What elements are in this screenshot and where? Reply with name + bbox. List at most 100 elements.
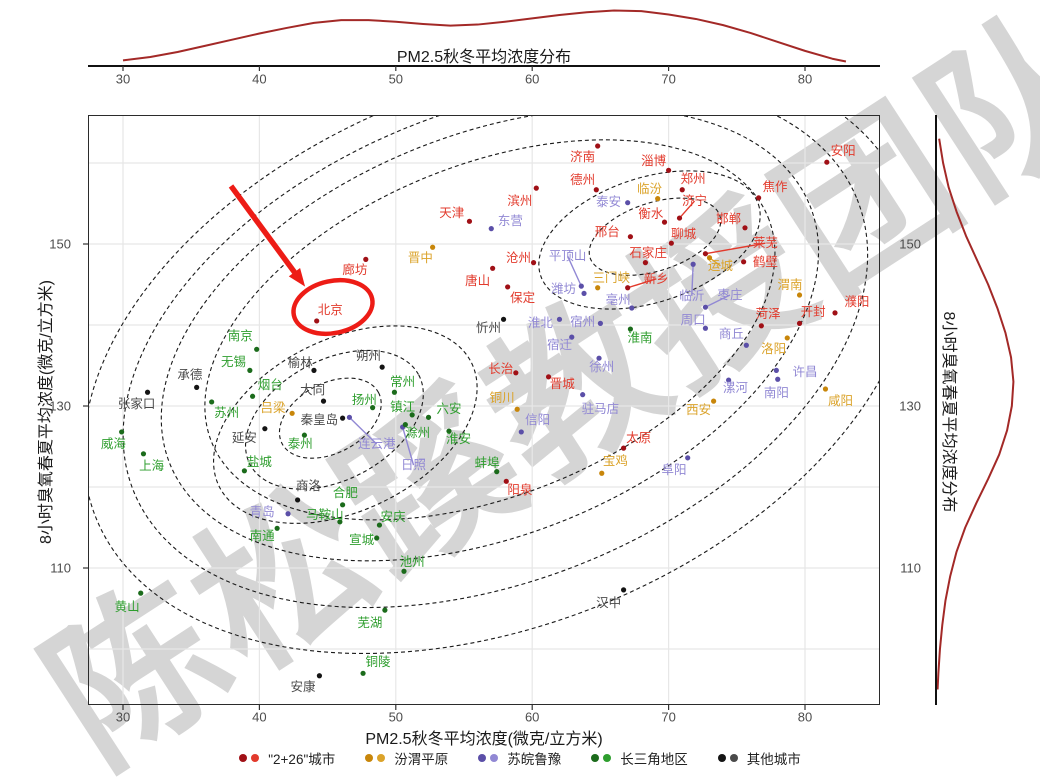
- city-label: 菏泽: [755, 306, 781, 321]
- city-dot: [775, 376, 781, 382]
- city-dot: [620, 445, 627, 451]
- density-contour: [204, 139, 776, 521]
- city-dot: [488, 226, 494, 232]
- city-dot: [578, 283, 584, 289]
- city-label: 泰州: [287, 436, 313, 451]
- city-label: 铜陵: [365, 654, 391, 669]
- city-label: 唐山: [465, 274, 491, 288]
- city-dot: [625, 285, 631, 291]
- city-label: 南通: [249, 529, 275, 544]
- city-dot: [706, 255, 713, 261]
- city-label: 晋城: [549, 376, 575, 391]
- city-label: 临沂: [679, 288, 705, 303]
- city-dot: [742, 225, 748, 231]
- city-dot: [595, 285, 601, 291]
- city-label: 大同: [300, 382, 326, 397]
- city-label: 长治: [488, 361, 514, 376]
- city-dot: [514, 406, 520, 412]
- city-label: 驻马店: [581, 401, 620, 416]
- city-label: 焦作: [762, 180, 788, 195]
- city-dot: [346, 414, 353, 420]
- x-tick-label-top: 60: [524, 71, 540, 87]
- city-label: 许昌: [792, 364, 818, 379]
- city-label: 苏州: [214, 406, 240, 421]
- city-dot: [425, 414, 432, 420]
- city-label: 南京: [227, 329, 253, 344]
- city-label: 威海: [100, 436, 126, 451]
- city-label: 朔州: [356, 348, 382, 363]
- city-dot: [370, 405, 376, 411]
- city-label: 鹤壁: [752, 254, 778, 269]
- city-dot: [629, 305, 635, 311]
- city-label: 池州: [399, 555, 425, 570]
- city-label: 安康: [290, 679, 316, 694]
- city-dot: [340, 415, 346, 421]
- density-contours: [88, 115, 880, 655]
- city-dot: [627, 326, 634, 332]
- city-dot: [625, 200, 631, 206]
- city-label: 沧州: [506, 250, 532, 265]
- city-label: 阳泉: [507, 482, 533, 497]
- legend-dot-light: [251, 754, 260, 762]
- x-tick-label-bottom: 70: [661, 709, 676, 725]
- city-label: 蚌埠: [474, 455, 500, 470]
- legend-dot-dark: [478, 754, 487, 762]
- city-dot: [668, 240, 674, 246]
- density-contour: [213, 325, 478, 524]
- city-label: 青岛: [249, 504, 275, 519]
- city-dot: [320, 398, 327, 404]
- city-dot: [642, 260, 649, 266]
- x-tick-label-top: 70: [661, 71, 676, 87]
- city-dot: [685, 455, 691, 461]
- city-label: 邯郸: [716, 211, 742, 226]
- city-label: 日照: [401, 457, 427, 472]
- city-dot: [503, 478, 509, 484]
- city-dot: [247, 367, 253, 373]
- city-dot: [581, 290, 587, 297]
- legend-item-label: "2+26"城市: [268, 752, 336, 767]
- city-label: 张家口: [117, 397, 156, 412]
- city-dot: [702, 325, 709, 331]
- city-dot: [140, 451, 147, 457]
- city-label: 北京: [317, 302, 343, 317]
- legend: "2+26"城市 汾渭平原 苏皖鲁豫 长三角地区 其他城市: [0, 748, 1040, 768]
- city-dot: [466, 218, 473, 224]
- legend-item: 长三角地区: [591, 748, 688, 768]
- city-label: 黄山: [114, 599, 140, 614]
- legend-item: 其他城市: [717, 748, 801, 768]
- city-dot: [374, 535, 380, 541]
- legend-dot-dark: [717, 754, 726, 762]
- city-label: 衡水: [638, 206, 664, 221]
- city-label: 汉中: [596, 595, 622, 610]
- density-contour: [588, 197, 722, 276]
- city-label: 淮安: [446, 431, 472, 446]
- city-dot: [593, 187, 599, 193]
- city-dot: [773, 367, 779, 373]
- city-label: 淮北: [527, 316, 553, 331]
- city-label: 合肥: [332, 485, 358, 500]
- city-label: 扬州: [351, 393, 377, 408]
- city-dot: [490, 265, 496, 271]
- city-label: 滨州: [507, 193, 533, 208]
- city-label: 信阳: [525, 412, 551, 427]
- legend-dot-light: [490, 754, 499, 762]
- y-tick-label-left: 130: [49, 398, 71, 414]
- city-dot: [340, 502, 346, 508]
- city-label: 西安: [686, 402, 712, 417]
- city-dot: [409, 412, 415, 418]
- city-label: 安庆: [380, 509, 406, 524]
- city-dot: [209, 399, 215, 405]
- city-label: 盐城: [246, 454, 272, 469]
- city-dot: [363, 256, 369, 262]
- city-dot: [666, 167, 672, 173]
- gridlines: [88, 115, 880, 705]
- city-dot: [285, 511, 291, 517]
- city-label: 南阳: [763, 385, 789, 400]
- legend-item: 汾渭平原: [365, 748, 448, 768]
- legend-dot-light: [729, 754, 738, 762]
- city-dot: [446, 428, 452, 434]
- city-label: 无锡: [220, 355, 246, 369]
- city-dot: [655, 196, 661, 202]
